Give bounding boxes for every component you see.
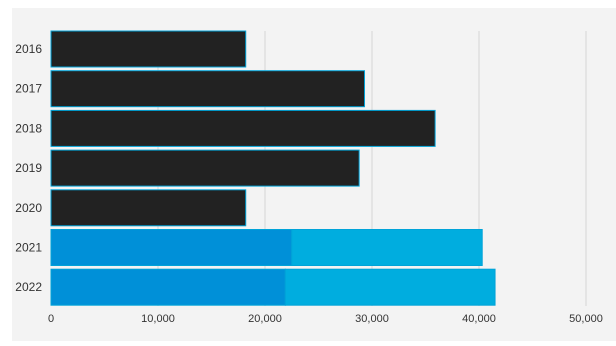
y-tick-label-2018: 2018: [15, 121, 42, 135]
bar-2017-segment-1: [50, 70, 366, 108]
y-tick-label-2022: 2022: [15, 280, 42, 294]
y-tick-label-2016: 2016: [15, 42, 42, 56]
x-tick-label-50,000: 50,000: [569, 313, 603, 325]
bar-2022-segment-1: [50, 268, 286, 306]
bar-2019-segment-1: [50, 149, 360, 187]
bar-2021-segment-2: [291, 229, 483, 266]
x-tick-label-0: 0: [48, 313, 54, 325]
y-tick-label-2021: 2021: [15, 241, 42, 255]
x-tick-label-30,000: 30,000: [355, 313, 389, 325]
y-tick-label-2017: 2017: [15, 82, 42, 96]
y-tick-label-2020: 2020: [15, 201, 42, 215]
bar-2020-segment-1: [50, 189, 247, 227]
bar-2018-segment-1: [50, 109, 436, 147]
bar-2022-segment-2: [284, 268, 496, 306]
bars: [50, 30, 496, 306]
x-tick-label-40,000: 40,000: [462, 313, 496, 325]
y-tick-labels: 2016 2017 2018 2019 2020 2021 2022: [15, 42, 42, 294]
x-tick-label-10,000: 10,000: [141, 313, 175, 325]
bar-2021-segment-1: [50, 229, 293, 266]
x-tick-labels: 0 10,000 20,000 30,000 40,000 50,000: [48, 313, 603, 325]
x-tick-label-20,000: 20,000: [248, 313, 282, 325]
y-tick-label-2019: 2019: [15, 161, 42, 175]
bar-2016-segment-1: [50, 30, 247, 68]
